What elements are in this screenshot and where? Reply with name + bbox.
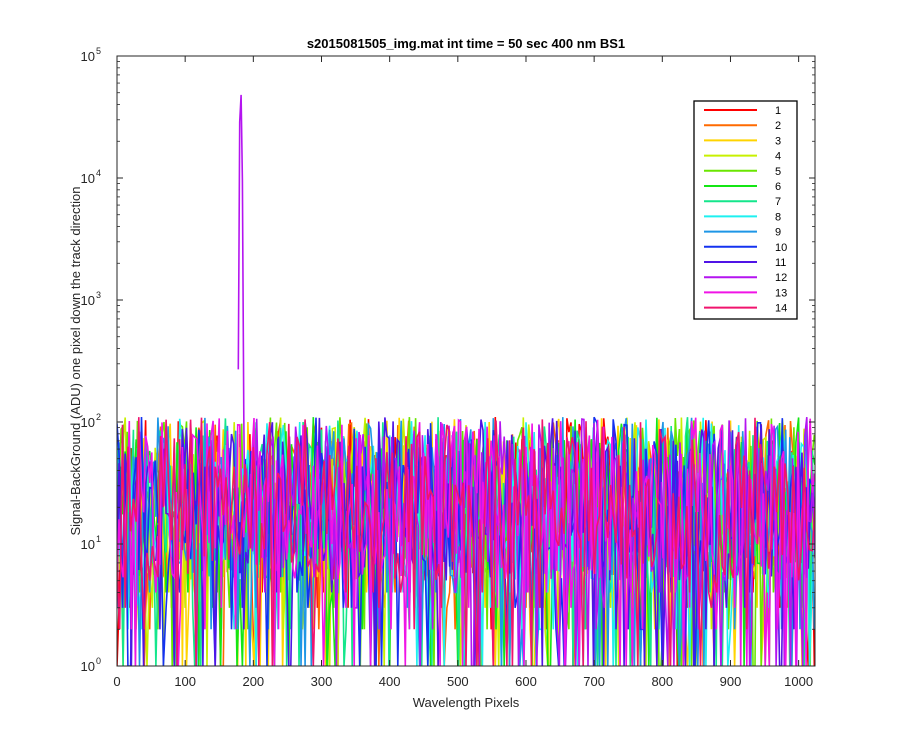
y-axis-label: Signal-BackGround (ADU) one pixel down t…	[68, 186, 83, 535]
legend-box	[693, 100, 798, 320]
legend-label-11: 11	[775, 257, 786, 269]
legend-label-8: 8	[775, 211, 781, 223]
legend-label-4: 4	[775, 151, 781, 163]
y-tick-label: 10	[81, 659, 95, 674]
x-tick-label: 400	[379, 674, 401, 689]
y-tick-label: 10	[81, 171, 95, 186]
legend-label-1: 1	[775, 105, 781, 117]
series-line-13	[117, 417, 815, 666]
x-axis-label: Wavelength Pixels	[413, 695, 520, 710]
x-tick-label: 600	[515, 674, 537, 689]
y-tick-exponent: 4	[96, 168, 101, 178]
legend-label-14: 14	[775, 303, 787, 315]
y-tick-exponent: 0	[96, 656, 101, 666]
x-tick-label: 1000	[784, 674, 813, 689]
y-tick-label: 10	[81, 49, 95, 64]
legend-label-10: 10	[775, 242, 787, 254]
y-tick-label: 10	[81, 537, 95, 552]
legend-label-13: 13	[775, 287, 787, 299]
x-tick-label: 100	[174, 674, 196, 689]
x-tick-label: 0	[113, 674, 120, 689]
y-tick-label: 10	[81, 415, 95, 430]
y-tick-exponent: 3	[96, 290, 101, 300]
legend-label-7: 7	[775, 196, 781, 208]
series-layer	[117, 94, 815, 666]
chart-title: s2015081505_img.mat int time = 50 sec 40…	[307, 36, 625, 51]
legend-label-5: 5	[775, 166, 781, 178]
x-axis-ticks: 0 100 200 300 400 500 600 700 800 900 1000	[113, 56, 813, 689]
legend-label-6: 6	[775, 181, 781, 193]
legend-label-3: 3	[775, 135, 781, 147]
x-tick-label: 500	[447, 674, 469, 689]
legend-label-9: 9	[775, 227, 781, 239]
legend-label-2: 2	[775, 120, 781, 132]
y-tick-exponent: 5	[96, 46, 101, 56]
plot-frame	[116, 55, 816, 667]
x-tick-label: 800	[651, 674, 673, 689]
y-tick-label: 10	[81, 293, 95, 308]
x-tick-label: 700	[583, 674, 605, 689]
x-tick-label: 200	[242, 674, 264, 689]
y-tick-exponent: 1	[96, 534, 101, 544]
legend-label-12: 12	[775, 272, 787, 284]
x-tick-label: 300	[311, 674, 333, 689]
y-tick-exponent: 2	[96, 412, 101, 422]
series-line-14	[117, 417, 815, 666]
x-tick-label: 900	[720, 674, 742, 689]
